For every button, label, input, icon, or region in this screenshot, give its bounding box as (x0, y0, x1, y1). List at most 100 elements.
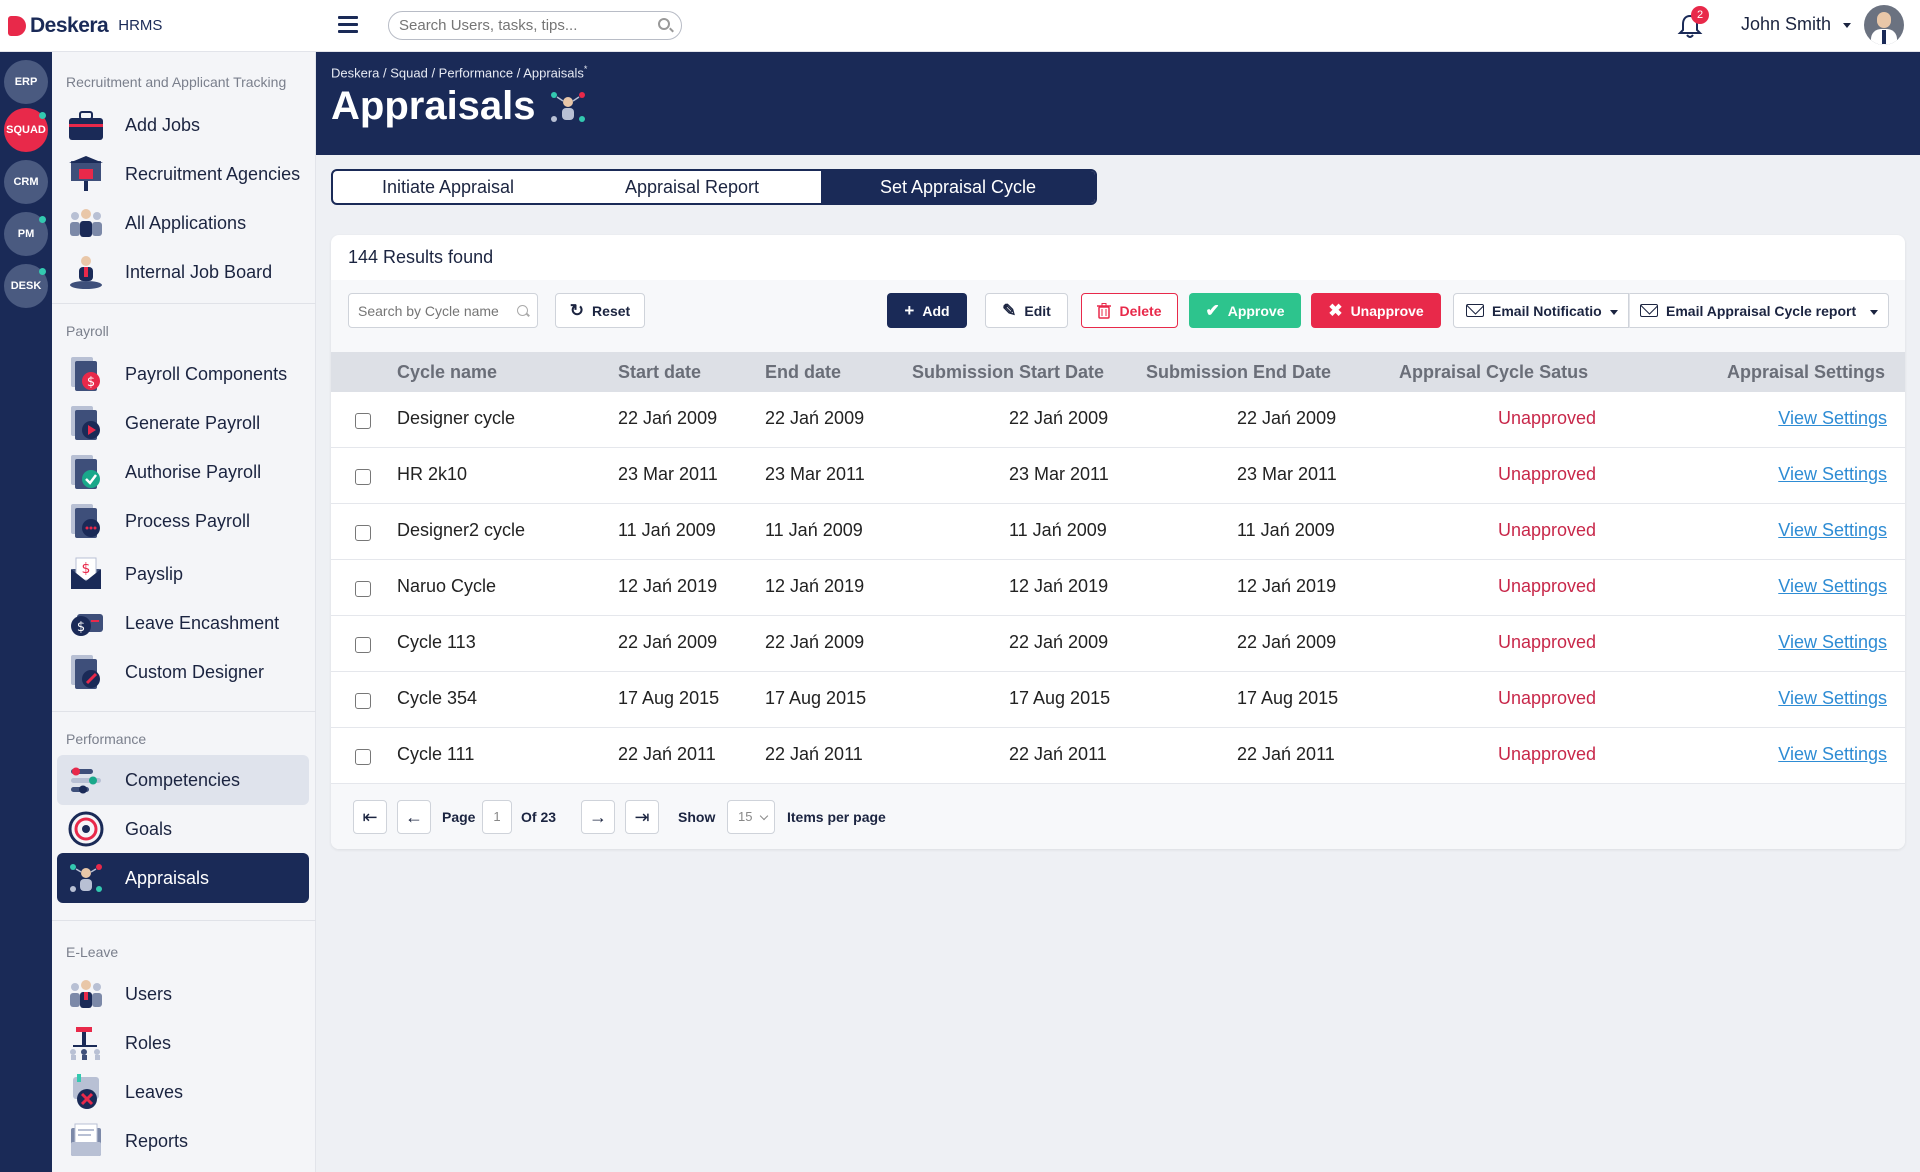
items-per-page-select[interactable]: 15 (727, 800, 775, 834)
column-header-cycle-name[interactable]: Cycle name (397, 362, 498, 382)
sidebar-item-appraisals[interactable]: Appraisals (57, 853, 309, 903)
rail-app-erp[interactable]: ERP (4, 60, 48, 104)
column-header-start-date[interactable]: Start date (618, 362, 702, 382)
chevron-down-icon[interactable] (1843, 23, 1851, 28)
sidebar-item-leaves[interactable]: Leaves (57, 1067, 309, 1117)
global-search-input[interactable] (388, 11, 682, 40)
brand-logo[interactable]: Deskera HRMS (0, 0, 316, 52)
row-checkbox[interactable] (355, 469, 371, 485)
table-row[interactable]: Cycle 354 17 Aug 2015 17 Aug 2015 17 Aug 20… (331, 672, 1905, 728)
add-button[interactable]: + Add (887, 293, 967, 328)
rail-status-dot (39, 112, 46, 119)
avatar[interactable] (1864, 5, 1904, 45)
view-settings-link[interactable]: View Settings (1778, 576, 1887, 596)
sidebar-item-recruitment-agencies[interactable]: Recruitment Agencies (57, 149, 309, 199)
breadcrumb[interactable]: Deskera / Squad / Performance / Appraisa… (331, 64, 587, 80)
applicants-icon (70, 209, 102, 237)
sidebar-item-process-payroll[interactable]: Process Payroll (57, 496, 309, 546)
sidebar-item-leave-encashment[interactable]: $ Leave Encashment (57, 598, 309, 648)
sidebar-group-title: Payroll (66, 323, 109, 339)
sidebar-item-payroll-components[interactable]: $ Payroll Components (57, 349, 309, 399)
sidebar-item-payslip[interactable]: $ Payslip (57, 549, 309, 599)
rail-app-crm[interactable]: CRM (4, 160, 48, 204)
tab-initiate-appraisal[interactable]: Initiate Appraisal (381, 176, 515, 197)
competencies-icon (71, 767, 101, 794)
leaves-icon (73, 1074, 99, 1109)
table-row[interactable]: Cycle 113 22 Jań 2009 22 Jań 2009 22 Jań 20… (331, 616, 1905, 672)
email-appraisal-report-dropdown[interactable]: Email Appraisal Cycle report (1629, 293, 1889, 328)
sidebar-item-authorise-payroll[interactable]: Authorise Payroll (57, 447, 309, 497)
unapprove-button[interactable]: ✖ Unapprove (1311, 293, 1441, 328)
next-page-button[interactable]: → (581, 800, 615, 834)
rail-app-pm[interactable]: PM (4, 212, 48, 256)
row-checkbox[interactable] (355, 525, 371, 541)
rail-app-desk[interactable]: DESK (4, 264, 48, 308)
column-header-submission-end[interactable]: Submission End Date (1146, 362, 1332, 382)
sidebar-item-generate-payroll[interactable]: Generate Payroll (57, 398, 309, 448)
row-checkbox[interactable] (355, 749, 371, 765)
view-settings-link[interactable]: View Settings (1778, 632, 1887, 652)
search-icon (517, 305, 528, 316)
last-page-button[interactable]: ⇥ (625, 800, 659, 834)
rail-app-label: SQUAD (6, 124, 46, 136)
breadcrumb-path[interactable]: Deskera / Squad / Performance / Appraisa… (331, 65, 584, 81)
column-header-submission-start[interactable]: Submission Start Date (912, 362, 1105, 382)
column-header-end-date[interactable]: End date (765, 362, 842, 382)
edit-button[interactable]: ✎ Edit (985, 293, 1068, 328)
cell-submission-start: 11 Jań 2009 (1009, 520, 1107, 540)
table-row[interactable]: Designer2 cycle 11 Jań 2009 11 Jań 2009 11 … (331, 504, 1905, 560)
arrow-right-icon: → (589, 806, 607, 827)
view-settings-link[interactable]: View Settings (1778, 688, 1887, 708)
appraisal-cycle-card: 144 Results found ↻ Reset + Add ✎ Edit D… (331, 235, 1905, 849)
delete-button[interactable]: Delete (1081, 293, 1178, 328)
sidebar-item-add-jobs[interactable]: Add Jobs (57, 100, 309, 150)
row-checkbox[interactable] (355, 693, 371, 709)
sidebar-item-custom-designer[interactable]: Custom Designer (57, 647, 309, 697)
view-settings-link[interactable]: View Settings (1778, 408, 1887, 428)
view-settings-link[interactable]: View Settings (1778, 520, 1887, 540)
sidebar-item-goals[interactable]: Goals (57, 804, 309, 854)
first-page-button[interactable]: ⇤ (353, 800, 387, 834)
email-notification-dropdown[interactable]: Email Notificatio (1453, 293, 1629, 328)
check-icon: ✔ (1205, 301, 1220, 320)
table-row[interactable]: Cycle 111 22 Jań 2011 22 Jań 2011 22 Jań 20… (331, 728, 1905, 784)
status-badge: Unapproved (1498, 688, 1597, 708)
column-header-cycle-status[interactable]: Appraisal Cycle Satus (1399, 362, 1589, 382)
tab-appraisal-report[interactable]: Appraisal Report (624, 176, 760, 197)
sidebar-item-label: Internal Job Board (125, 261, 273, 282)
sidebar-item-roles[interactable]: Roles (57, 1018, 309, 1068)
cell-cycle-name: Designer2 cycle (397, 520, 526, 540)
cell-submission-end: 22 Jań 2009 (1237, 408, 1337, 428)
sidebar-item-internal-job-board[interactable]: Internal Job Board (57, 247, 309, 297)
authorise-payroll-icon (71, 455, 100, 489)
table-row[interactable]: HR 2k10 23 Mar 2011 23 Mar 2011 23 Mar 2011… (331, 448, 1905, 504)
view-settings-link[interactable]: View Settings (1778, 464, 1887, 484)
results-count: 144 Results found (348, 247, 494, 267)
cycle-search-input[interactable] (348, 293, 538, 328)
rail-app-squad[interactable]: SQUAD (4, 108, 48, 152)
row-checkbox[interactable] (355, 413, 371, 429)
sidebar-item-users[interactable]: Users (57, 969, 309, 1019)
table-row[interactable]: Designer cycle 22 Jań 2009 22 Jań 2009 22 J… (331, 392, 1905, 448)
column-header-settings[interactable]: Appraisal Settings (1726, 362, 1885, 382)
prev-page-button[interactable]: ← (397, 800, 431, 834)
cell-start-date: 11 Jań 2009 (618, 520, 716, 540)
view-settings-link[interactable]: View Settings (1778, 744, 1887, 764)
payslip-icon: $ (71, 557, 101, 589)
tab-set-appraisal-cycle[interactable]: Set Appraisal Cycle (821, 171, 1095, 203)
sidebar-item-label: Authorise Payroll (125, 461, 262, 482)
row-checkbox[interactable] (355, 581, 371, 597)
menu-toggle-icon[interactable] (338, 16, 358, 34)
search-icon (658, 18, 670, 30)
approve-button[interactable]: ✔ Approve (1189, 293, 1301, 328)
sidebar-item-label: Users (125, 983, 173, 1004)
table-row[interactable]: Naruo Cycle 12 Jań 2019 12 Jań 2019 12 Jań … (331, 560, 1905, 616)
reset-button[interactable]: ↻ Reset (555, 293, 645, 328)
page-number-input[interactable]: 1 (482, 800, 512, 834)
user-menu[interactable]: John Smith (1741, 14, 1832, 34)
page-total-label: Of 23 (521, 809, 557, 825)
sidebar-item-reports[interactable]: Reports (57, 1116, 309, 1166)
sidebar-item-competencies[interactable]: Competencies (57, 755, 309, 805)
sidebar-item-all-applications[interactable]: All Applications (57, 198, 309, 248)
row-checkbox[interactable] (355, 637, 371, 653)
